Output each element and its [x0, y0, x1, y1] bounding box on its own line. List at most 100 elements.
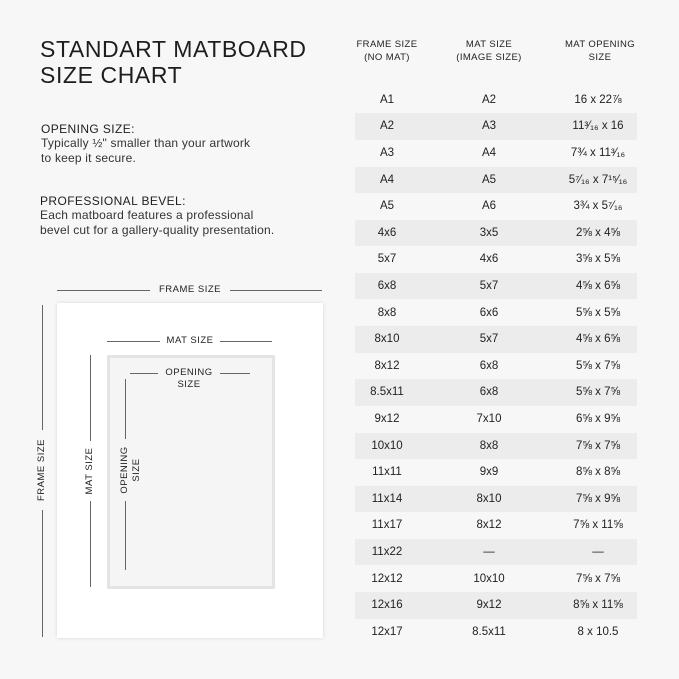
- frame-size-cell: 4x6: [377, 226, 397, 239]
- table-row: 11x22 — —: [355, 538, 637, 566]
- table-row: 12x17 8.5x11 8 x 10.5: [355, 619, 637, 646]
- frame-size-cell: A4: [379, 173, 395, 186]
- opening-size-label-vertical: OPENING SIZE: [119, 439, 143, 501]
- opening-size-cell: 11³⁄₁₆ x 16: [572, 120, 624, 133]
- table-row: 8x10 5x7 4⅝ x 6⅝: [355, 326, 637, 353]
- opening-size-cell: 7⅝ x 9⅝: [575, 492, 621, 505]
- frame-size-cell: 12x17: [371, 625, 403, 638]
- frame-size-cell: 11x14: [371, 492, 403, 505]
- opening-size-cell: 3⅝ x 5⅝: [575, 253, 621, 266]
- table-row: 8x8 6x6 5⅝ x 5⅝: [355, 300, 637, 327]
- opening-size-cell: 3¾ x 5⁷⁄₁₆: [573, 200, 623, 213]
- title-line: SIZE CHART: [40, 62, 183, 88]
- frame-size-label: FRAME SIZE: [150, 284, 230, 296]
- frame-size-cell: 11x17: [371, 519, 403, 532]
- opening-size-cell: 16 x 22⅞: [574, 93, 622, 106]
- mat-size-cell: 8x10: [476, 492, 502, 505]
- opening-size-cell: 7⅝ x 7⅝: [575, 439, 621, 452]
- frame-size-cell: 8x12: [374, 359, 400, 372]
- header-line: SIZE: [588, 52, 612, 63]
- table-row: 11x11 9x9 8⅝ x 8⅝: [355, 459, 637, 486]
- mat-size-cell: 6x6: [479, 306, 499, 319]
- frame-size-cell: 8.5x11: [370, 386, 404, 399]
- section-text: to keep it secure.: [41, 151, 136, 165]
- table-row: 8.5x11 6x8 5⅝ x 7⅝: [355, 379, 637, 406]
- mat-size-cell: 5x7: [479, 279, 499, 292]
- opening-size-cell: 5⅝ x 5⅝: [575, 306, 621, 319]
- table-row: A3 A4 7¾ x 11³⁄₁₆: [355, 140, 637, 167]
- opening-label-line: SIZE: [131, 458, 142, 482]
- opening-label-line: OPENING: [165, 367, 213, 378]
- mat-size-cell: A4: [481, 146, 497, 159]
- section-text: bevel cut for a gallery-quality presenta…: [40, 223, 275, 237]
- mat-size-cell: 5x7: [479, 333, 499, 346]
- section-text: Typically ½" smaller than your artwork: [41, 136, 251, 150]
- opening-size-cell: 4⅝ x 6⅝: [575, 279, 621, 292]
- mat-size-label: MAT SIZE: [160, 335, 220, 347]
- frame-size-cell: 6x8: [377, 279, 397, 292]
- mat-size-cell: A3: [481, 120, 497, 133]
- table-row: A4 A5 5⁷⁄₁₆ x 7¹⁵⁄₁₆: [355, 166, 637, 194]
- opening-size-cell: 8 x 10.5: [577, 625, 619, 638]
- frame-size-cell: 8x8: [377, 306, 397, 319]
- opening-size-cell: 6⅝ x 9⅝: [575, 412, 621, 425]
- table-row: 10x10 8x8 7⅝ x 7⅝: [355, 432, 637, 460]
- mat-size-cell: 8x12: [476, 519, 502, 532]
- opening-size-section: OPENING SIZE: Typically ½" smaller than …: [41, 122, 250, 166]
- header-line: MAT SIZE: [465, 39, 513, 50]
- frame-size-label-vertical: FRAME SIZE: [36, 430, 48, 510]
- frame-size-cell: 11x22: [371, 545, 403, 558]
- title-line: STANDART MATBOARD: [40, 36, 307, 62]
- mat-size-cell: 9x12: [476, 599, 502, 612]
- table-row: A1 A2 16 x 22⅞: [355, 87, 637, 114]
- mat-size-cell: 6x8: [479, 386, 499, 399]
- mat-size-cell: 3x5: [479, 226, 499, 239]
- table-row: 11x14 8x10 7⅝ x 9⅝: [355, 485, 637, 513]
- opening-size-cell: 5⅝ x 7⅝: [575, 386, 621, 399]
- frame-size-cell: A5: [379, 200, 395, 213]
- frame-size-cell: 9x12: [374, 412, 400, 425]
- mat-size-cell: —: [483, 545, 495, 558]
- header-frame-size: FRAME SIZE (NO MAT): [332, 38, 442, 64]
- mat-size-label-vertical: MAT SIZE: [84, 441, 96, 501]
- opening-size-cell: 7¾ x 11³⁄₁₆: [570, 146, 626, 159]
- frame-size-cell: 11x11: [372, 466, 402, 479]
- table-row: A5 A6 3¾ x 5⁷⁄₁₆: [355, 193, 637, 220]
- header-opening-size: MAT OPENING SIZE: [545, 38, 655, 64]
- frame-size-cell: 10x10: [371, 439, 403, 452]
- section-heading: PROFESSIONAL BEVEL:: [40, 194, 186, 208]
- section-text: Each matboard features a professional: [40, 208, 254, 222]
- opening-label-line: SIZE: [177, 379, 201, 390]
- opening-size-cell: 7⅝ x 7⅝: [575, 572, 621, 585]
- header-line: (NO MAT): [364, 52, 410, 63]
- table-row: A2 A3 11³⁄₁₆ x 16: [355, 113, 637, 140]
- table-row: 9x12 7x10 6⅝ x 9⅝: [355, 406, 637, 433]
- mat-size-cell: 7x10: [476, 412, 502, 425]
- mat-size-cell: 10x10: [473, 572, 505, 585]
- mat-size-cell: 8.5x11: [472, 625, 506, 638]
- mat-size-cell: A6: [481, 200, 497, 213]
- frame-size-cell: A3: [379, 146, 395, 159]
- table-row: 5x7 4x6 3⅝ x 5⅝: [355, 246, 637, 273]
- frame-size-cell: 12x12: [371, 572, 403, 585]
- frame-size-cell: 5x7: [377, 253, 397, 266]
- opening-size-cell: 4⅝ x 6⅝: [575, 333, 621, 346]
- opening-size-cell: 2⅝ x 4⅝: [575, 226, 621, 239]
- table-row: 8x12 6x8 5⅝ x 7⅝: [355, 353, 637, 380]
- frame-size-cell: A1: [379, 93, 395, 106]
- opening-label-line: OPENING: [119, 446, 130, 494]
- opening-size-cell: 8⅝ x 11⅝: [573, 599, 623, 612]
- table-row: 6x8 5x7 4⅝ x 6⅝: [355, 272, 637, 300]
- opening-size-cell: 5⅝ x 7⅝: [575, 359, 621, 372]
- opening-size-label: OPENING SIZE: [158, 367, 220, 391]
- header-mat-size: MAT SIZE (IMAGE SIZE): [434, 38, 544, 64]
- frame-size-cell: 12x16: [371, 599, 403, 612]
- page-title: STANDART MATBOARD SIZE CHART: [40, 36, 307, 88]
- mat-size-cell: 8x8: [479, 439, 499, 452]
- professional-bevel-section: PROFESSIONAL BEVEL: Each matboard featur…: [40, 194, 274, 238]
- mat-size-cell: 4x6: [479, 253, 499, 266]
- opening-size-cell: 7⅝ x 11⅝: [573, 519, 623, 532]
- opening-size-cell: 5⁷⁄₁₆ x 7¹⁵⁄₁₆: [568, 173, 628, 186]
- opening-size-cell: —: [592, 545, 604, 558]
- header-line: (IMAGE SIZE): [456, 52, 522, 63]
